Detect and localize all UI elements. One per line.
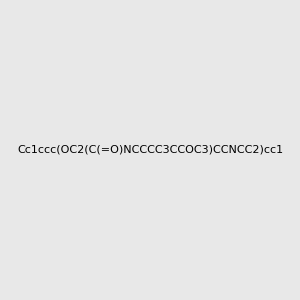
Text: Cc1ccc(OC2(C(=O)NCCCC3CCOC3)CCNCC2)cc1: Cc1ccc(OC2(C(=O)NCCCC3CCOC3)CCNCC2)cc1	[17, 145, 283, 155]
